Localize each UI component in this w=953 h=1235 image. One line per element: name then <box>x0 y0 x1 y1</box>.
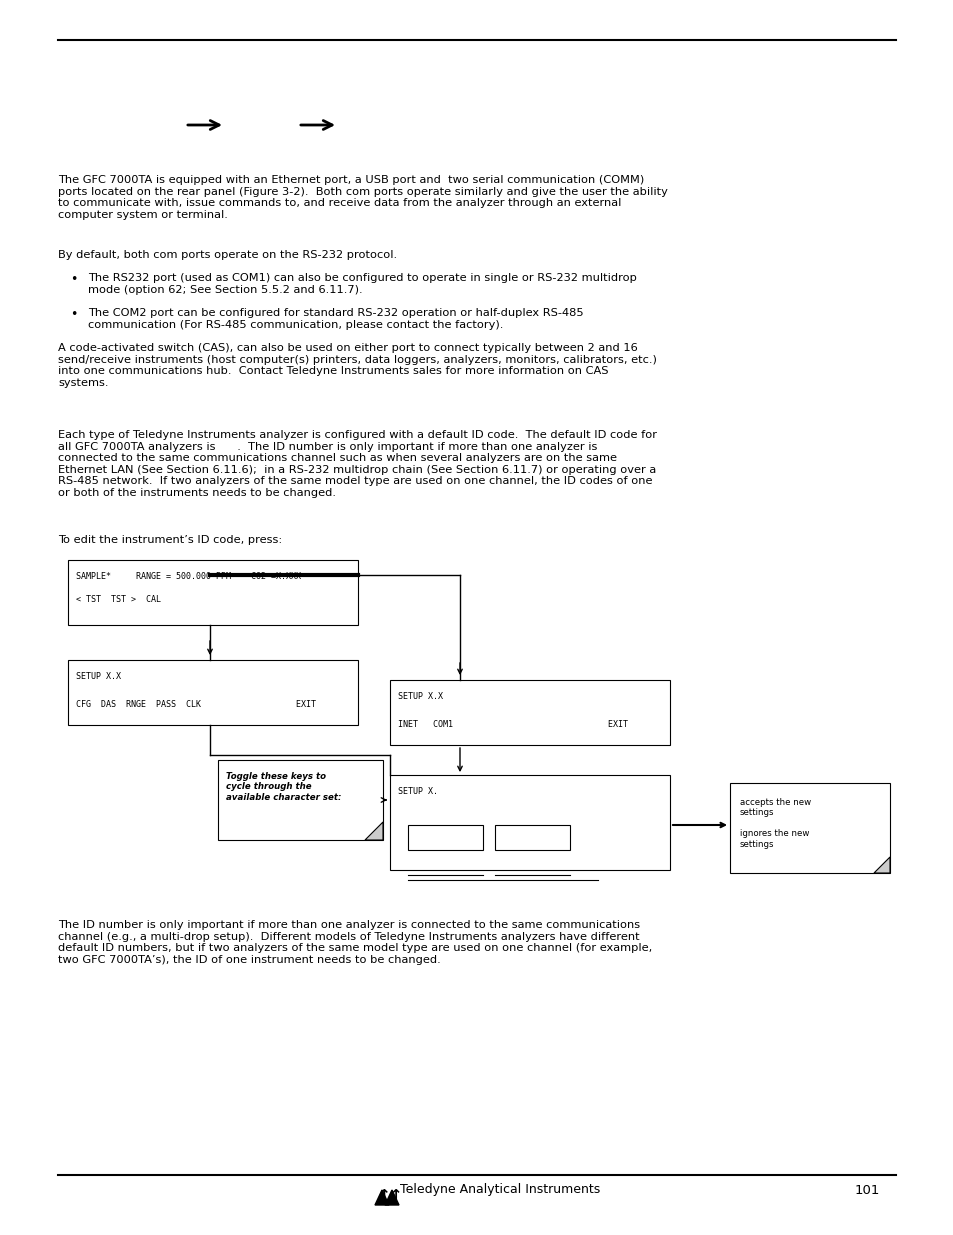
Text: ↑↑: ↑↑ <box>376 1188 402 1203</box>
Text: SAMPLE*     RANGE = 500.000 PPM    CO2 =X.XXX: SAMPLE* RANGE = 500.000 PPM CO2 =X.XXX <box>76 572 301 580</box>
Bar <box>408 825 482 850</box>
Text: INET   COM1                               EXIT: INET COM1 EXIT <box>397 720 627 729</box>
Polygon shape <box>365 823 382 840</box>
Text: < TST  TST >  CAL: < TST TST > CAL <box>76 595 161 604</box>
Text: The GFC 7000TA is equipped with an Ethernet port, a USB port and  two serial com: The GFC 7000TA is equipped with an Ether… <box>58 175 667 220</box>
Text: •: • <box>70 273 77 287</box>
Text: Toggle these keys to
cycle through the
available character set:: Toggle these keys to cycle through the a… <box>226 772 341 802</box>
Text: The RS232 port (used as COM1) can also be configured to operate in single or RS-: The RS232 port (used as COM1) can also b… <box>88 273 637 295</box>
Text: Teledyne Analytical Instruments: Teledyne Analytical Instruments <box>399 1183 599 1197</box>
Text: A code-activated switch (CAS), can also be used on either port to connect typica: A code-activated switch (CAS), can also … <box>58 343 657 388</box>
Polygon shape <box>385 1191 398 1205</box>
Bar <box>390 776 669 869</box>
Bar <box>218 760 382 840</box>
Bar <box>390 680 669 745</box>
Polygon shape <box>375 1191 389 1205</box>
Text: The COM2 port can be configured for standard RS-232 operation or half-duplex RS-: The COM2 port can be configured for stan… <box>88 308 583 330</box>
Text: By default, both com ports operate on the RS-232 protocol.: By default, both com ports operate on th… <box>58 249 396 261</box>
Text: SETUP X.X: SETUP X.X <box>397 692 442 701</box>
Text: 101: 101 <box>854 1183 879 1197</box>
Text: To edit the instrument’s ID code, press:: To edit the instrument’s ID code, press: <box>58 535 282 545</box>
Text: •: • <box>70 308 77 321</box>
Text: SETUP X.: SETUP X. <box>397 787 437 797</box>
Text: Each type of Teledyne Instruments analyzer is configured with a default ID code.: Each type of Teledyne Instruments analyz… <box>58 430 657 498</box>
Text: The ID number is only important if more than one analyzer is connected to the sa: The ID number is only important if more … <box>58 920 652 965</box>
Text: CFG  DAS  RNGE  PASS  CLK                   EXIT: CFG DAS RNGE PASS CLK EXIT <box>76 700 315 709</box>
Text: SETUP X.X: SETUP X.X <box>76 672 121 680</box>
Bar <box>68 559 357 625</box>
Bar <box>68 659 357 725</box>
Bar <box>495 825 569 850</box>
Bar <box>729 783 889 873</box>
Text: accepts the new
settings

ignores the new
settings: accepts the new settings ignores the new… <box>740 798 810 848</box>
Polygon shape <box>873 857 889 873</box>
